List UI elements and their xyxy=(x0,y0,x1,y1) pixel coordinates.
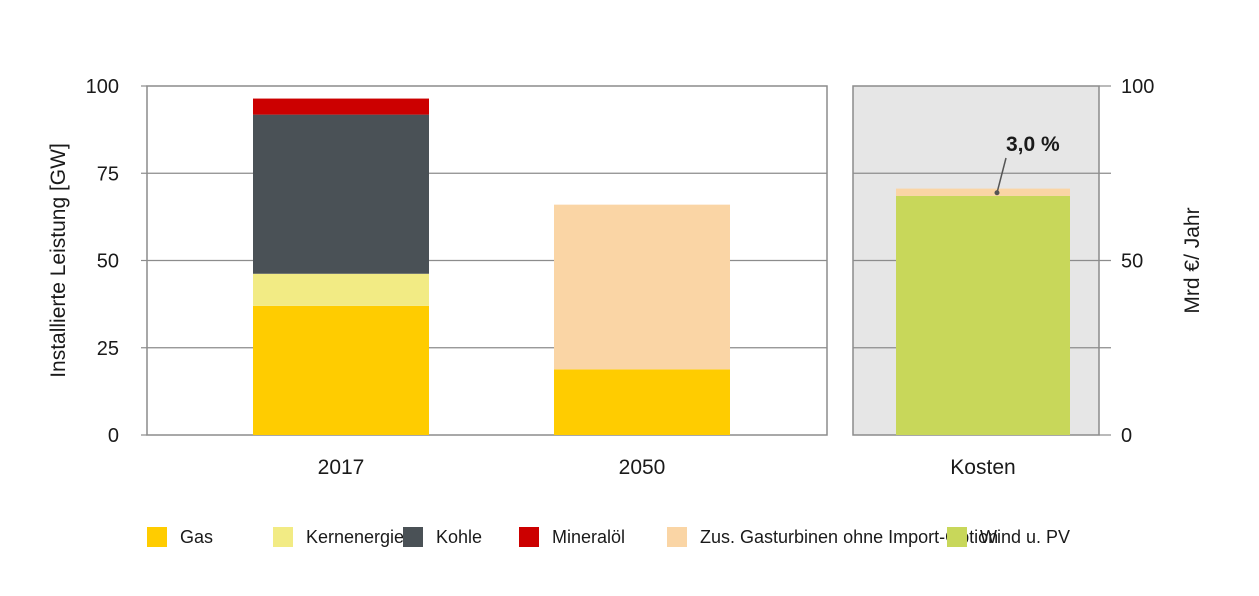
legend-swatch xyxy=(947,527,967,547)
legend-item: Kohle xyxy=(403,523,482,551)
legend-swatch xyxy=(273,527,293,547)
legend-swatch xyxy=(667,527,687,547)
bar-segment-2050-gas xyxy=(554,369,730,435)
capacity-chart-panel: 0 25 50 75 100 Installierte Leistung [GW] 2017… xyxy=(47,76,828,479)
x-category-label: 2050 xyxy=(619,456,666,479)
cost-chart-panel: 0 50 100 Mrd €/ Jahr Kosten 3,0 % xyxy=(852,76,1204,479)
legend-label: Kernenergie xyxy=(306,527,405,547)
annotation-leader xyxy=(996,157,1007,193)
y2-tick-label: 100 xyxy=(1121,76,1154,98)
bar-segment-2017-kohle xyxy=(253,114,429,274)
legend-swatch xyxy=(519,527,539,547)
bar-segment-2017-kernenergie xyxy=(253,273,429,306)
bar-segment-2050-zus-gasturbinen-ohne-import-option xyxy=(554,204,730,370)
x-category-label: 2017 xyxy=(318,456,365,479)
legend-label: Gas xyxy=(180,527,214,547)
legend-label: Mineralöl xyxy=(552,527,626,547)
y-tick-label: 75 xyxy=(97,163,119,185)
bar-segment-kosten-zus-gasturbinen-ohne-import-option xyxy=(896,188,1070,196)
y2-tick-label: 50 xyxy=(1121,251,1143,273)
y-tick-label: 50 xyxy=(97,251,119,273)
x-category-label: Kosten xyxy=(950,456,1015,479)
legend-item: Zus. Gasturbinen ohne Import-Option xyxy=(667,523,998,551)
bar-segment-2017-gas xyxy=(253,305,429,435)
y-tick-label: 100 xyxy=(86,76,119,98)
legend-item: Gas xyxy=(147,523,213,551)
legend-swatch xyxy=(403,527,423,547)
y-tick-label: 0 xyxy=(108,425,119,447)
y-axis-title: Installierte Leistung [GW] xyxy=(47,143,70,378)
bar-segment-2017-mineralöl xyxy=(253,98,429,115)
legend-item: Kernenergie xyxy=(273,523,404,551)
legend-label: Kohle xyxy=(436,527,483,547)
annotation-label: 3,0 % xyxy=(1006,133,1060,156)
legend-label: Zus. Gasturbinen ohne Import-Option xyxy=(700,527,999,547)
legend-item: Mineralöl xyxy=(519,523,625,551)
y-tick-label: 25 xyxy=(97,338,119,360)
legend-swatch xyxy=(147,527,167,547)
legend-item: Wind u. PV xyxy=(947,523,1070,551)
y2-tick-label: 0 xyxy=(1121,425,1132,447)
legend-label: Wind u. PV xyxy=(980,527,1071,547)
bar-segment-kosten-wind-u-pv xyxy=(896,195,1070,435)
y2-axis-title: Mrd €/ Jahr xyxy=(1181,207,1204,313)
